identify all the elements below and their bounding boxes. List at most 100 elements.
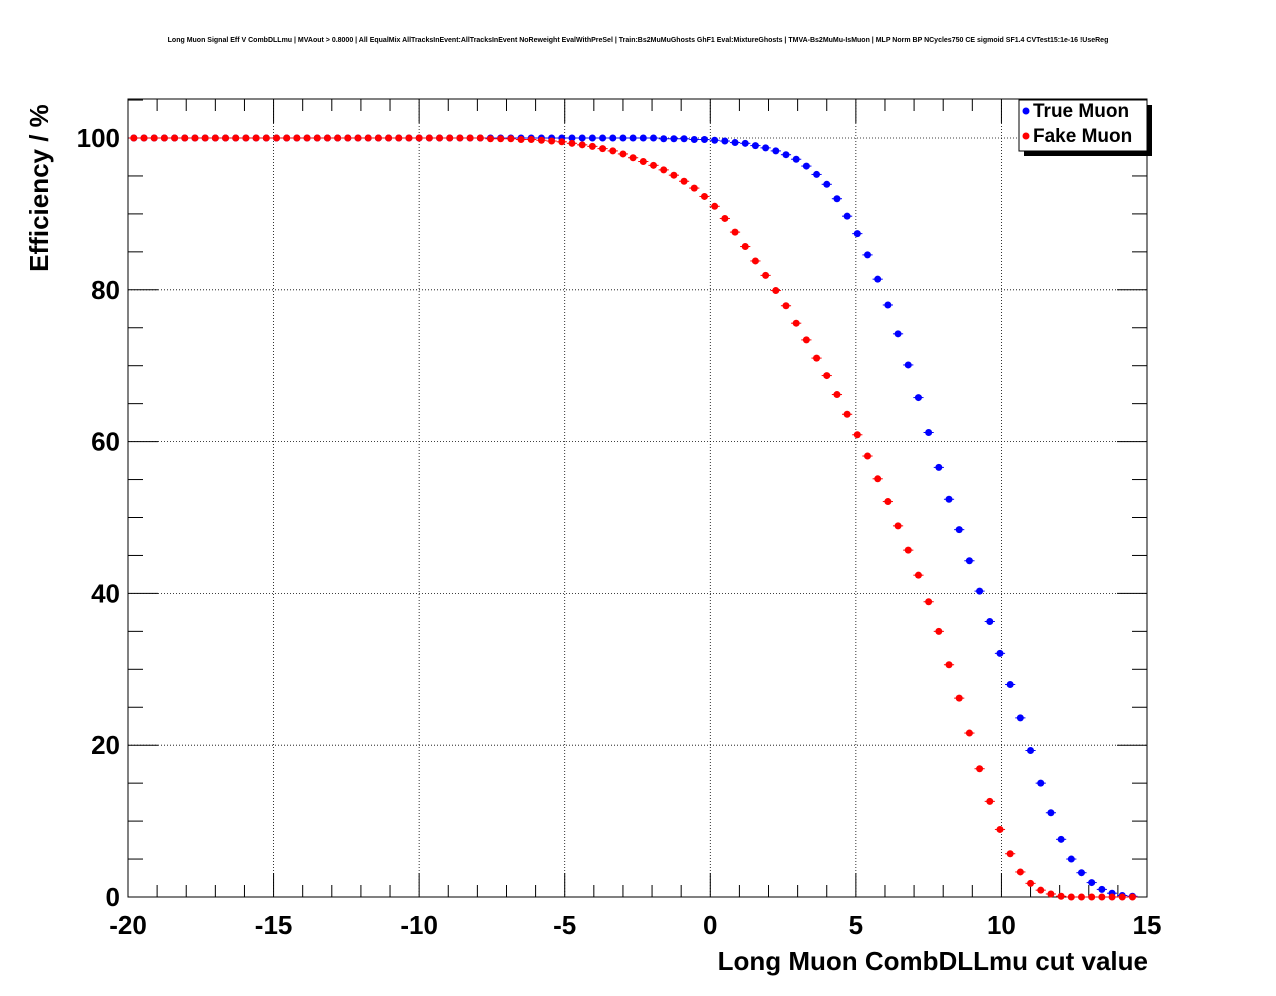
data-point [864,452,872,460]
data-point [517,136,525,144]
data-point [191,134,199,142]
data-point [578,134,586,142]
data-point [150,134,158,142]
data-point [894,522,902,530]
x-tick-label: -5 [553,910,576,940]
data-point [140,134,148,142]
x-tick-label: -20 [109,910,147,940]
data-point [904,361,912,369]
data-point [130,134,138,142]
data-point [405,134,413,142]
y-tick-labels: 0 20 40 60 80 100 [77,123,120,912]
y-tick-label: 60 [91,427,120,457]
x-tick-label: -15 [255,910,293,940]
data-point [833,391,841,399]
data-point [945,495,953,503]
data-point [334,134,342,142]
data-point [1027,879,1035,887]
data-point [639,158,647,166]
data-point [222,134,230,142]
data-point [1077,869,1085,877]
data-point [996,649,1004,657]
data-point [1118,893,1126,901]
data-point [252,134,260,142]
data-point [843,212,851,220]
data-point [507,135,515,143]
data-point [1006,680,1014,688]
data-point [792,155,800,163]
data-point [160,134,168,142]
data-point [486,135,494,143]
data-point [976,587,984,595]
data-point [1047,890,1055,898]
data-point [741,243,749,251]
data-point [578,141,586,149]
data-point [914,394,922,402]
data-point [425,134,433,142]
data-point [741,139,749,147]
data-point [588,142,596,150]
data-point [374,134,382,142]
data-point [385,134,393,142]
data-point [466,134,474,142]
data-point [731,139,739,147]
data-point [965,557,973,565]
data-point [813,170,821,178]
data-point [680,135,688,143]
data-point [354,134,362,142]
legend-box [1018,99,1148,152]
data-point [1088,893,1096,901]
x-axis-title: Long Muon CombDLLmu cut value [718,946,1148,976]
data-point [721,214,729,222]
grid-lines [128,99,1147,897]
data-point [201,134,209,142]
data-point [700,192,708,200]
data-point [976,765,984,773]
data-point [1047,809,1055,817]
y-tick-label: 40 [91,578,120,608]
legend-marker-fake-muon [1022,132,1030,140]
data-point [670,171,678,179]
data-point [272,134,280,142]
chart-title: Long Muon Signal Eff V CombDLLmu | MVAou… [168,37,1109,44]
data-point [1057,892,1065,900]
data-point [782,151,790,159]
data-point [181,134,189,142]
data-point [782,302,790,310]
data-point [303,134,311,142]
data-point [1067,855,1075,863]
data-point [925,598,933,606]
data-point [955,526,963,534]
data-point [1067,893,1075,901]
data-point [772,287,780,295]
data-point [802,336,810,344]
y-tick-label: 0 [106,882,120,912]
data-point [1027,747,1035,755]
data-point [446,134,454,142]
y-tick-label: 80 [91,275,120,305]
data-point [599,145,607,153]
data-point [1077,893,1085,901]
data-point [904,546,912,554]
x-tick-label: 5 [849,910,863,940]
data-point [558,138,566,146]
data-point [751,142,759,150]
x-tick-label: -10 [400,910,438,940]
legend-marker-true-muon [1022,107,1030,115]
data-point [996,825,1004,833]
data-point [935,627,943,635]
data-point [436,134,444,142]
data-point [792,319,800,327]
data-point [853,230,861,238]
data-point [1088,879,1096,887]
data-point [1006,850,1014,858]
data-point [1016,868,1024,876]
data-point [211,134,219,142]
data-point [293,134,301,142]
data-point [680,177,688,185]
data-point [884,301,892,309]
data-point [721,137,729,145]
data-point [711,136,719,144]
data-point [945,661,953,669]
data-point [609,134,617,142]
